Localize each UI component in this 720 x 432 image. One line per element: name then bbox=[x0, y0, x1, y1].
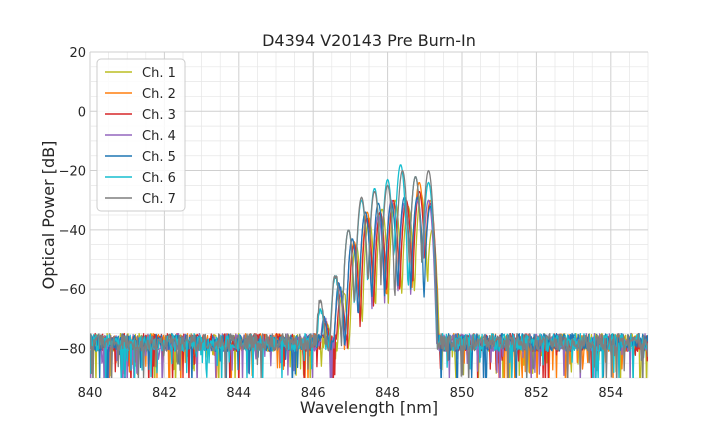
y-tick-label: −40 bbox=[59, 224, 86, 239]
legend-entry: Ch. 7 bbox=[142, 192, 176, 207]
chart-title: D4394 V20143 Pre Burn-In bbox=[262, 31, 476, 50]
legend-entry: Ch. 1 bbox=[142, 66, 176, 81]
x-tick-label: 852 bbox=[524, 386, 549, 401]
x-tick-label: 844 bbox=[226, 386, 251, 401]
series-lines bbox=[90, 164, 648, 378]
x-tick-label: 846 bbox=[301, 386, 326, 401]
y-tick-label: 0 bbox=[78, 105, 86, 120]
x-tick-label: 842 bbox=[152, 386, 177, 401]
y-tick-label: −80 bbox=[59, 342, 86, 357]
tick-labels: 840 842 844 846 848 850 852 854 −80 −60 −40 −20 0 20 bbox=[59, 46, 624, 401]
legend-entry: Ch. 2 bbox=[142, 87, 176, 102]
legend-entry: Ch. 3 bbox=[142, 108, 176, 123]
y-tick-label: 20 bbox=[69, 46, 86, 61]
x-tick-label: 854 bbox=[598, 386, 623, 401]
x-axis-label: Wavelength [nm] bbox=[300, 398, 438, 417]
x-tick-label: 840 bbox=[78, 386, 103, 401]
y-tick-label: −60 bbox=[59, 283, 86, 298]
x-tick-label: 850 bbox=[450, 386, 475, 401]
y-axis-label: Optical Power [dB] bbox=[39, 141, 58, 290]
series-line bbox=[90, 169, 648, 378]
y-tick-label: −20 bbox=[59, 165, 86, 180]
legend: Ch. 1 Ch. 2 Ch. 3 Ch. 4 Ch. 5 Ch. 6 Ch. 7 bbox=[96, 58, 186, 212]
legend-entry: Ch. 4 bbox=[142, 129, 176, 144]
legend-entry: Ch. 6 bbox=[142, 171, 176, 186]
legend-frame bbox=[96, 58, 186, 212]
x-tick-label: 848 bbox=[375, 386, 400, 401]
legend-entry: Ch. 5 bbox=[142, 150, 176, 165]
series-line bbox=[90, 190, 648, 378]
